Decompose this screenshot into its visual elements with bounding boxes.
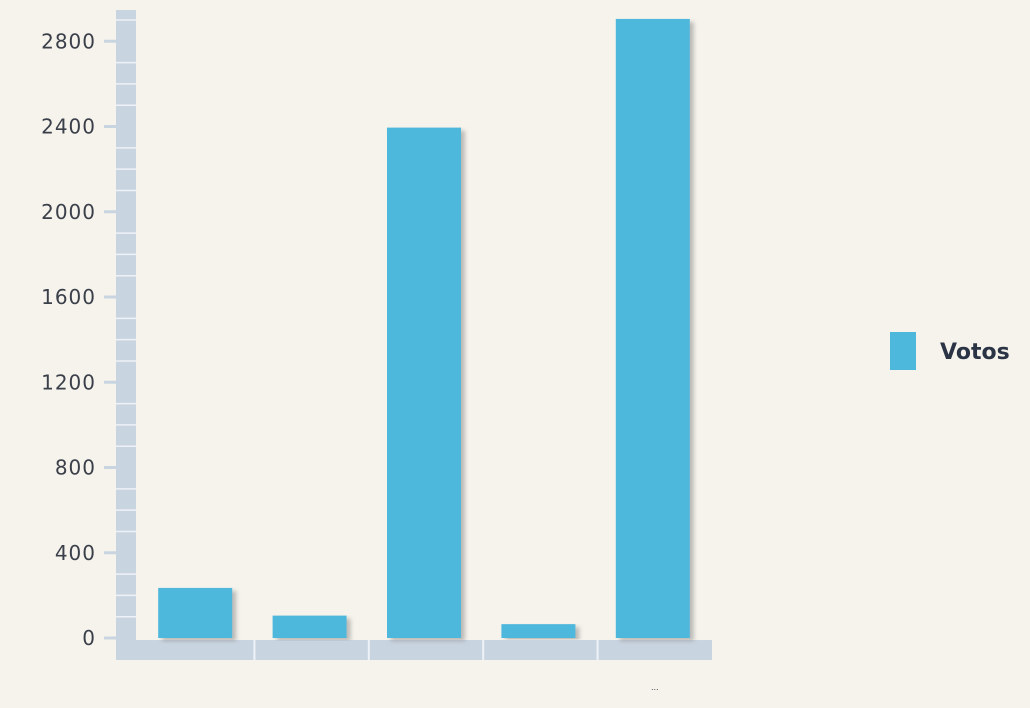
- y-tick-label: 2000: [41, 200, 96, 224]
- y-tick-label: 1200: [41, 370, 96, 394]
- x-axis-band: [116, 640, 712, 660]
- y-tick-label: 2800: [41, 29, 96, 53]
- bar: [272, 615, 347, 638]
- legend-swatch: [890, 332, 916, 370]
- bars-group: [158, 18, 690, 638]
- bar: [615, 18, 690, 638]
- x-axis: ...: [116, 640, 712, 692]
- bar: [387, 127, 461, 638]
- y-axis-band: [116, 10, 136, 660]
- y-tick-label: 400: [55, 541, 96, 565]
- y-tick-label: 800: [55, 456, 96, 480]
- bar: [501, 624, 576, 638]
- y-tick-label: 2400: [41, 115, 96, 139]
- legend: Votos: [890, 332, 1010, 370]
- y-axis: 0 400 800 1200 1600 2000 2400 2800: [41, 10, 136, 660]
- y-tick-label: 0: [82, 626, 96, 650]
- x-tick-label: ...: [651, 683, 659, 692]
- bar: [158, 587, 233, 638]
- legend-label: Votos: [940, 340, 1010, 365]
- y-tick-label: 1600: [41, 285, 96, 309]
